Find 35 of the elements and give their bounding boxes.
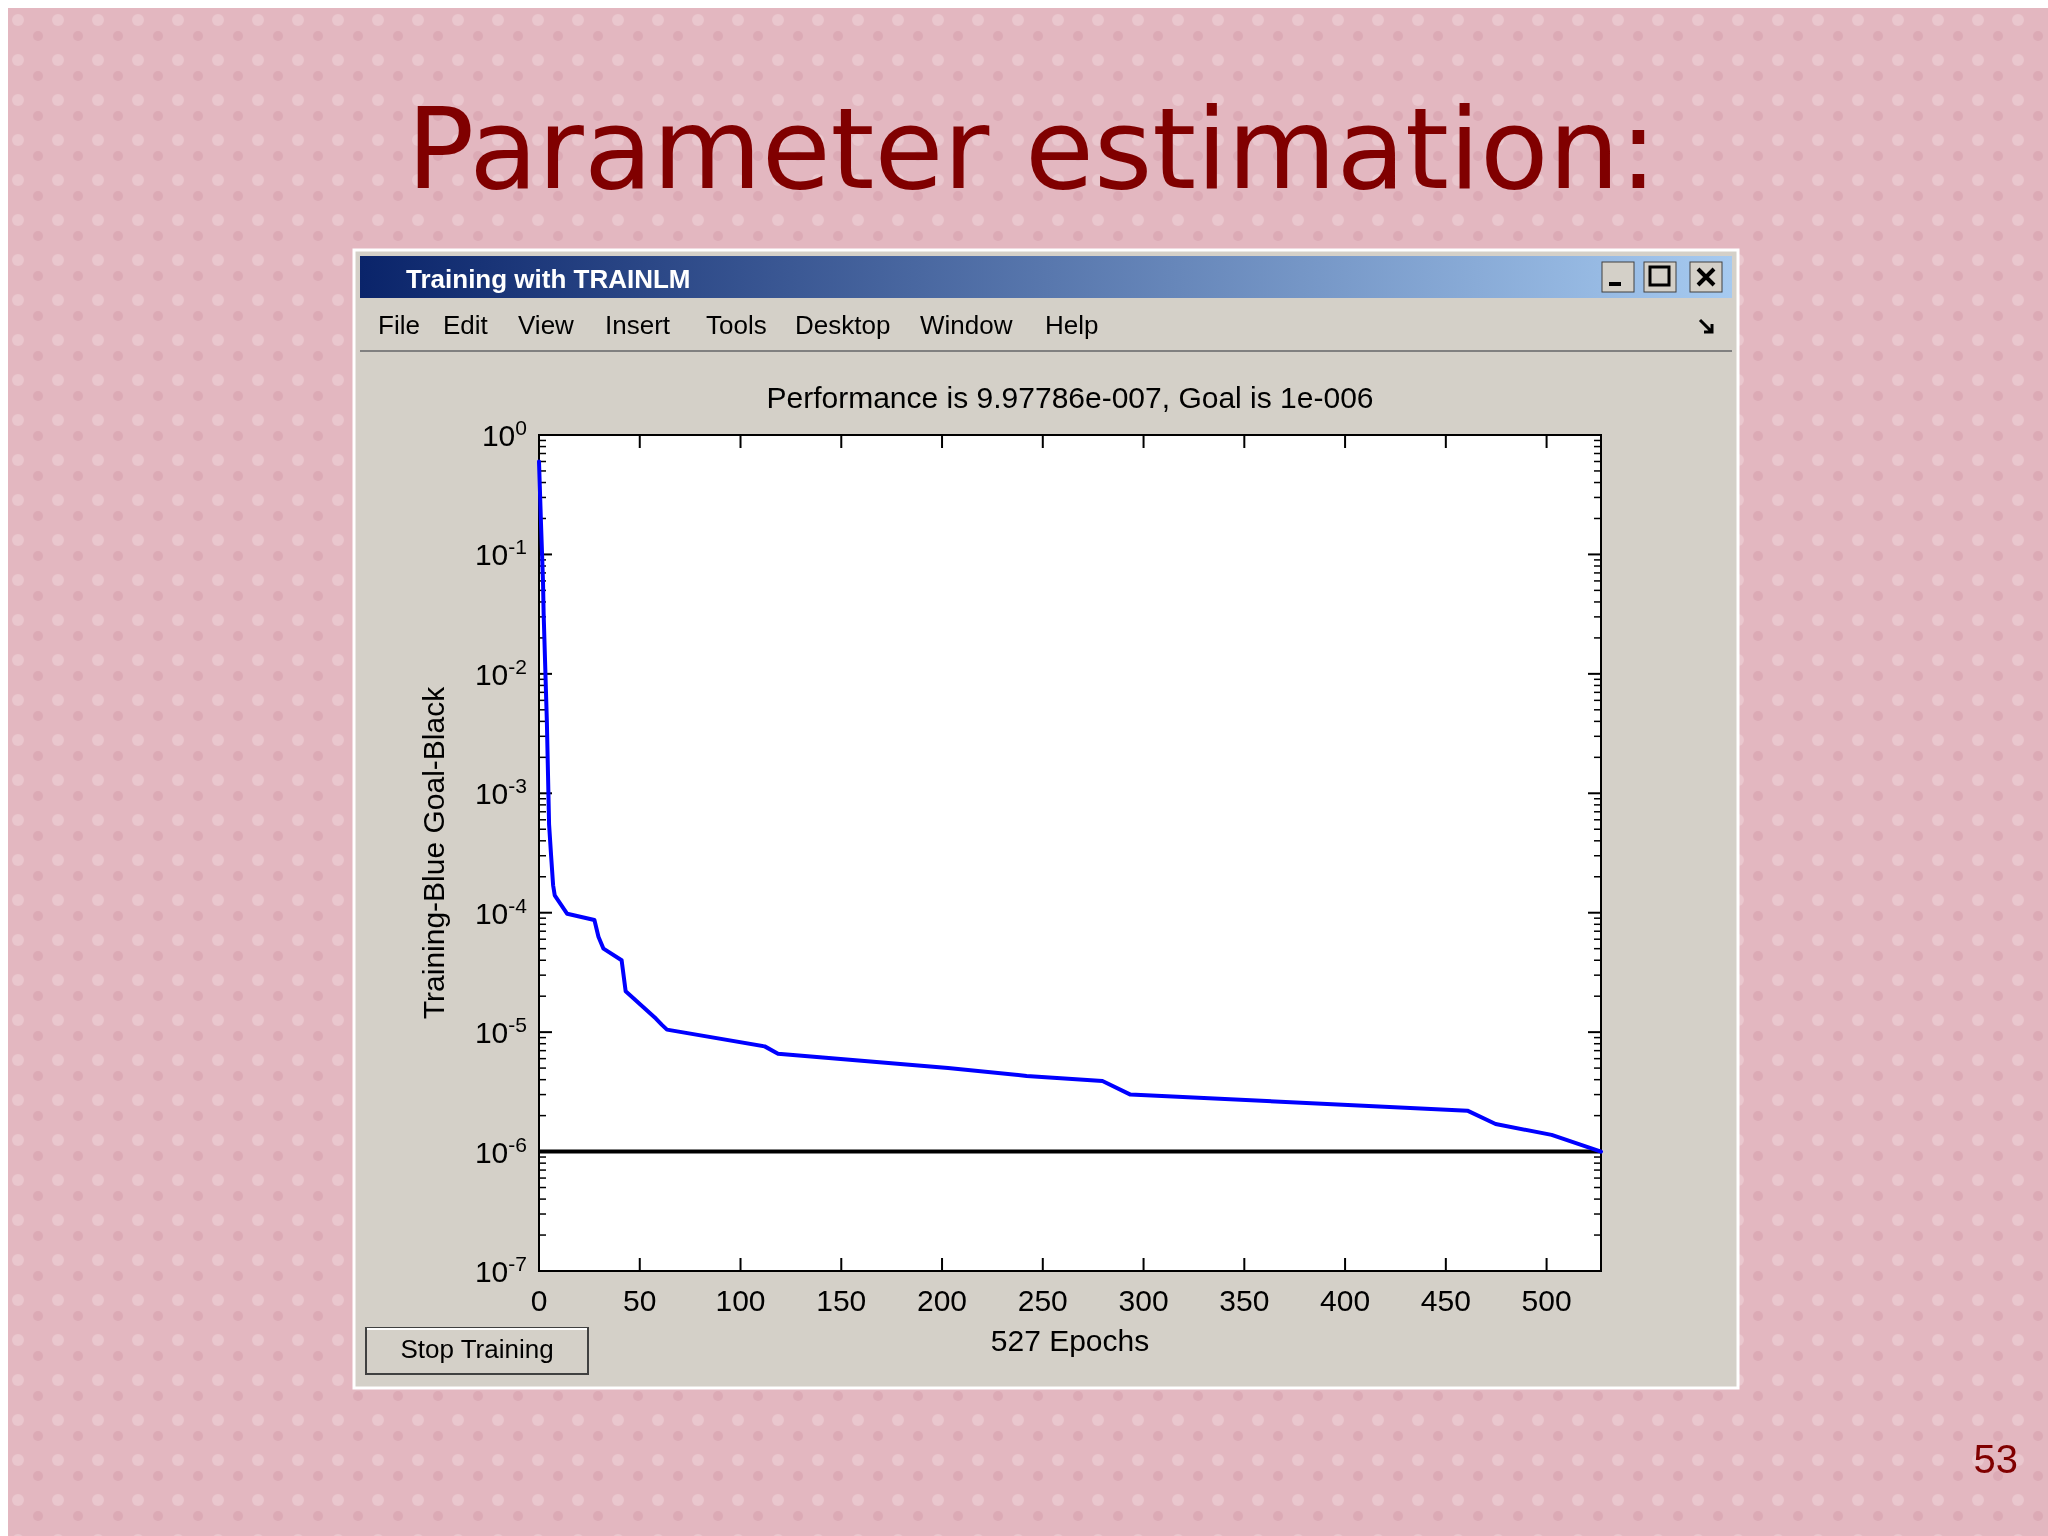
y-tick-label: 10$^{-1}$: [474, 534, 527, 572]
text: 53: [1973, 1437, 2018, 1481]
x-tick-label: 400: [1320, 1284, 1371, 1317]
text: Tools: [706, 310, 767, 340]
text: Help: [1045, 310, 1099, 340]
x-tick-label: 250: [1017, 1284, 1068, 1317]
x-tick-label: 500: [1521, 1284, 1572, 1317]
y-axis-title: Training-Blue Goal-Black: [417, 685, 450, 1020]
y-tick-label: 10$^{-4}$: [474, 893, 528, 930]
line-series: [537, 459, 1603, 1154]
x-tick-label: 50: [623, 1284, 657, 1317]
x-tick-label: 450: [1420, 1284, 1471, 1317]
y-tick-label: 10$^{-6}$: [474, 1132, 527, 1169]
y-tick-label: 10$^{-2}$: [474, 654, 527, 691]
y-tick-label: 10$^{-5}$: [474, 1012, 527, 1050]
text: Stop Training: [400, 1334, 554, 1364]
text: View: [518, 310, 575, 340]
text: File: [378, 310, 420, 340]
text: Edit: [443, 310, 489, 340]
text: Training with TRAINLM: [406, 264, 691, 294]
text: Insert: [605, 310, 671, 340]
chart-title: Parameter estimation:: [406, 84, 1658, 214]
x-tick-label: 200: [917, 1284, 968, 1317]
y-tick-label: 10$^{-3}$: [474, 773, 527, 811]
x-tick-label: 100: [715, 1284, 766, 1317]
x-tick-label: 350: [1219, 1284, 1270, 1317]
text: Desktop: [795, 310, 891, 340]
x-tick-label: 0: [530, 1284, 548, 1317]
y-tick-label: 10$^{0}$: [481, 415, 527, 452]
y-tick-label: 10$^{-7}$: [474, 1251, 527, 1288]
chart-subtitle: Performance is 9.97786e-007, Goal is 1e-006: [766, 381, 1374, 414]
x-axis-title: 527 Epochs: [990, 1324, 1150, 1357]
x-tick-label: 300: [1118, 1284, 1169, 1317]
text: Window: [920, 310, 1013, 340]
x-tick-label: 150: [816, 1284, 867, 1317]
